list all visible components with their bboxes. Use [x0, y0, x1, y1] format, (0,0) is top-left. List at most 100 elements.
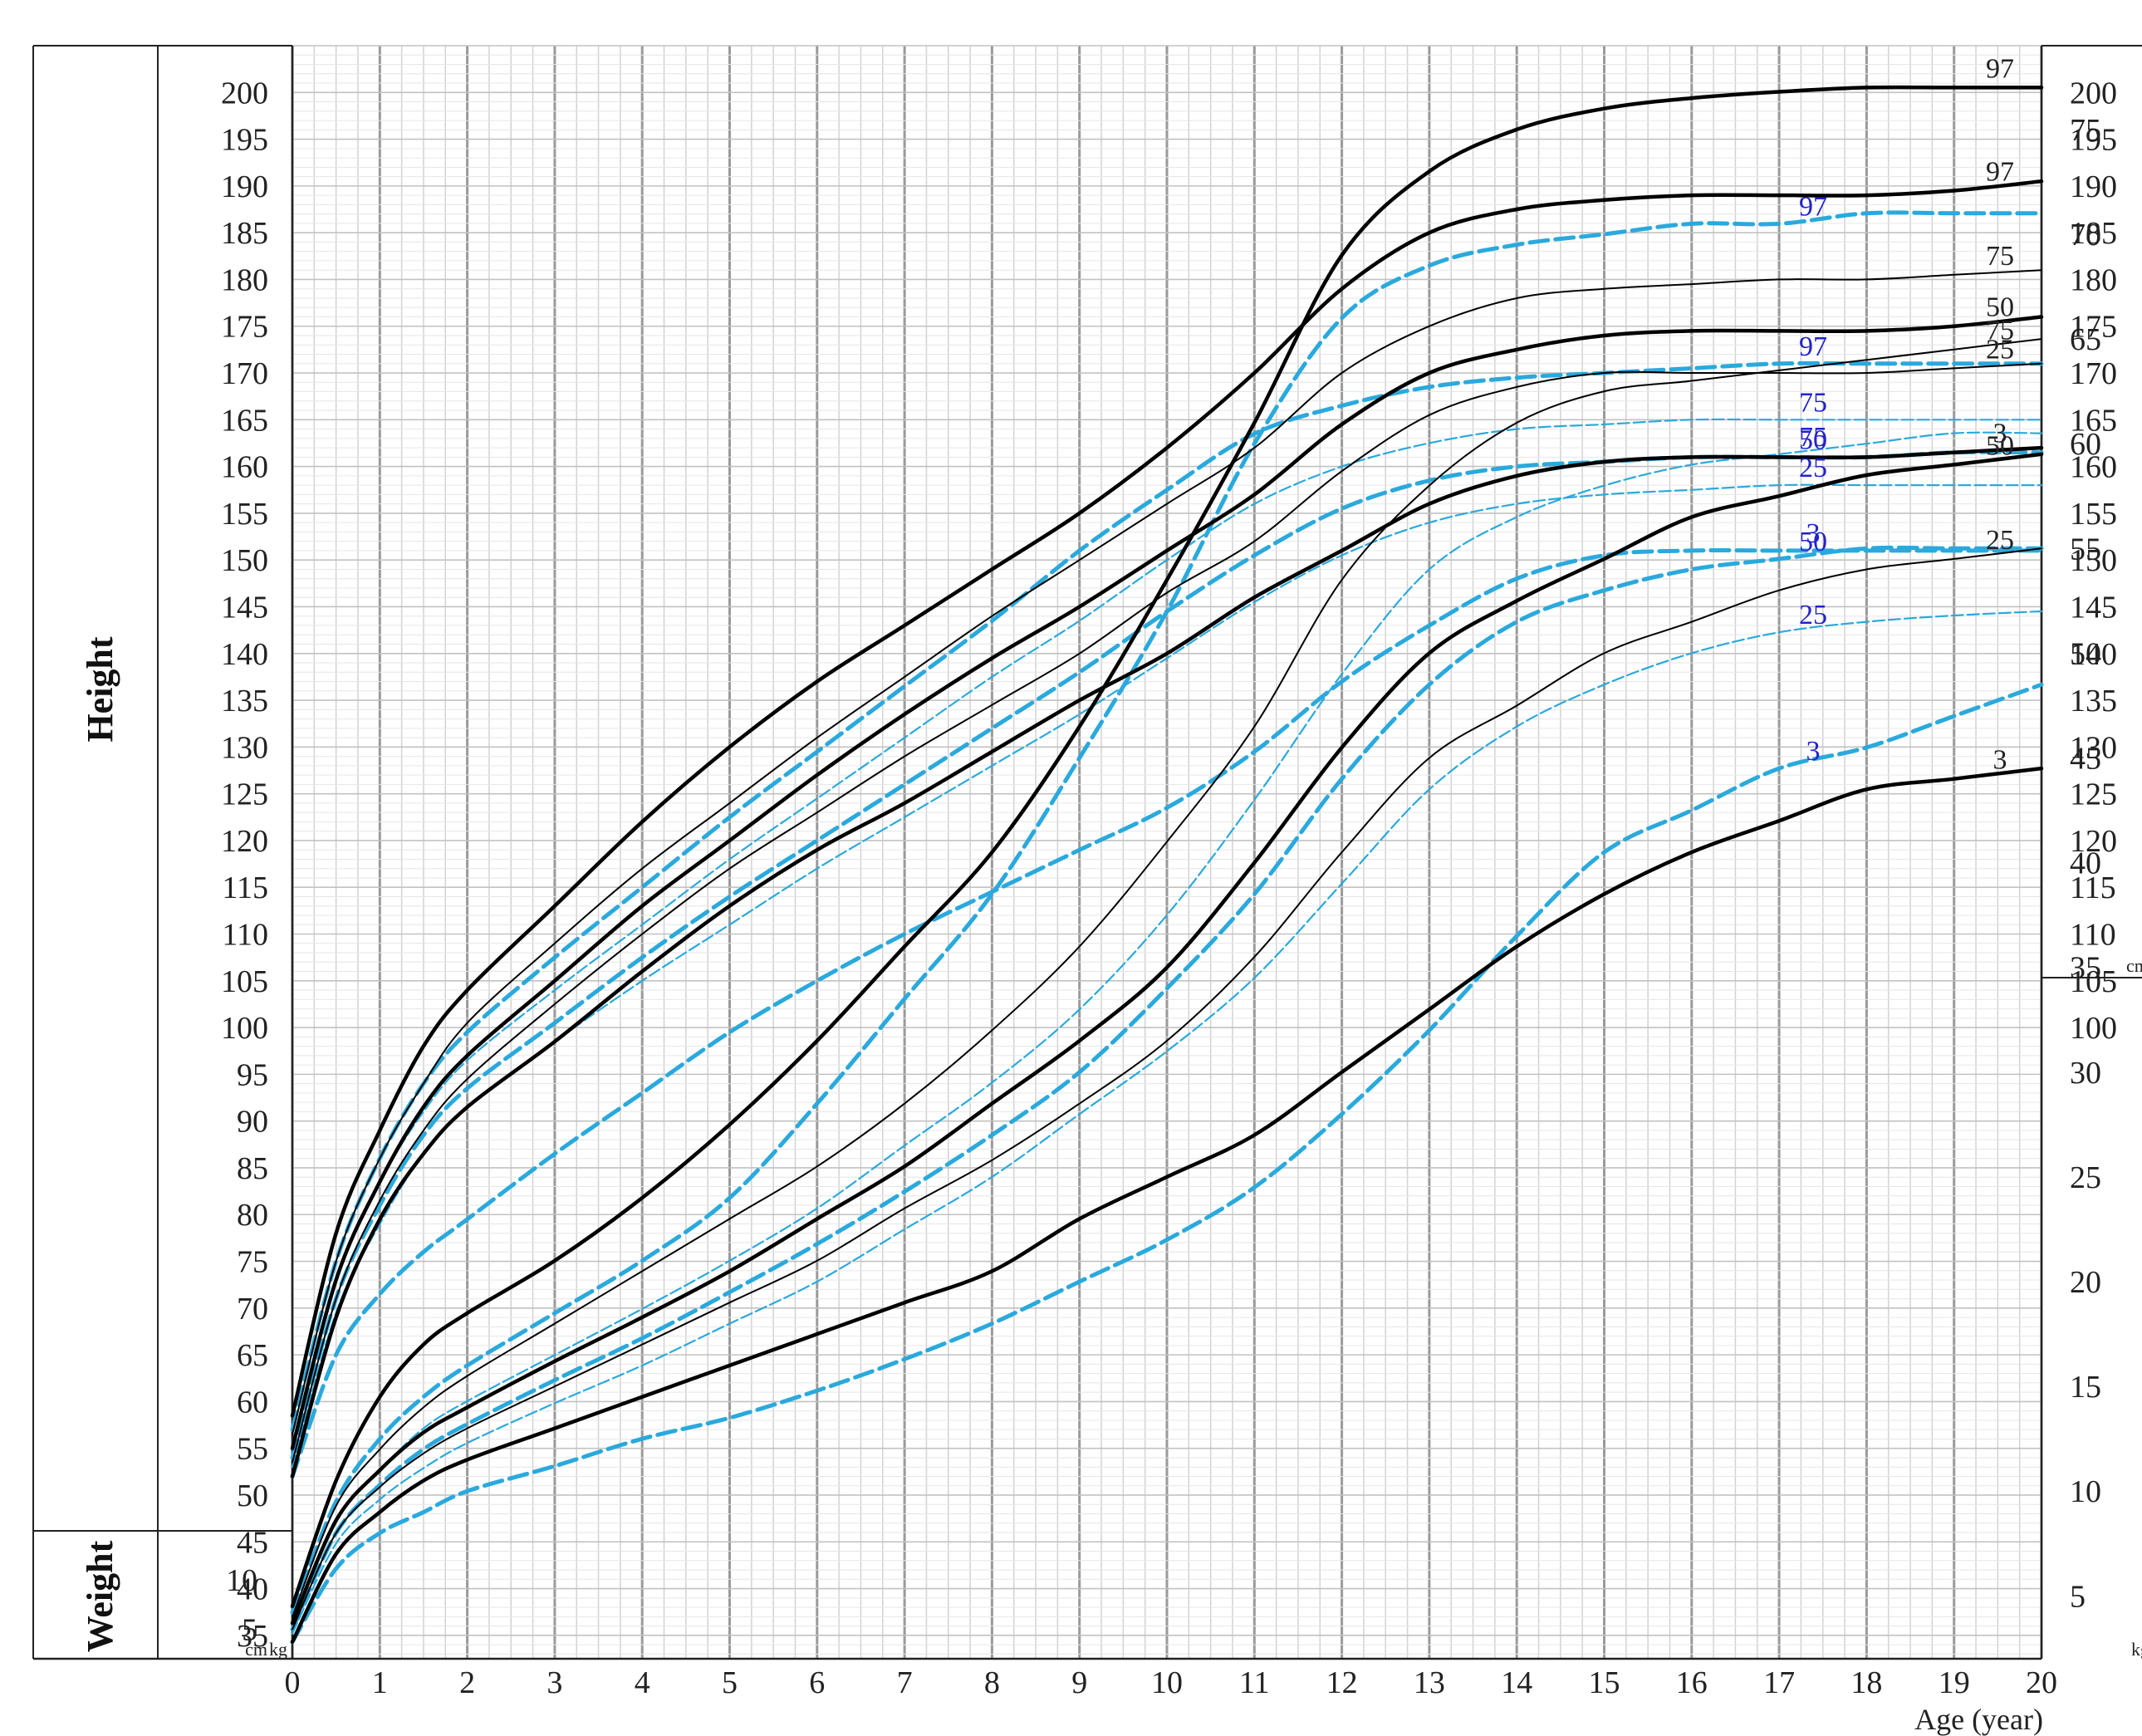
height-tick-label: 190	[221, 169, 268, 204]
height-tick-label-right: 120	[2070, 824, 2117, 859]
boys-weight-p97-curve	[290, 85, 2044, 1609]
weight-tick-label-right: 40	[2070, 846, 2101, 881]
height-tick-label: 95	[237, 1057, 268, 1092]
height-tick-label: 160	[221, 450, 268, 485]
height-tick-label: 165	[221, 403, 268, 438]
height-tick-label-right: 175	[2070, 310, 2117, 345]
girls-height-p3-label: 3	[1806, 518, 1821, 549]
height-tick-label: 40	[237, 1572, 268, 1607]
age-tick-label: 17	[1763, 1665, 1795, 1700]
boys-weight-p75-label: 75	[1986, 316, 2014, 346]
age-tick-label: 13	[1414, 1665, 1445, 1700]
height-tick-label: 140	[221, 637, 268, 672]
weight-tick-label-right: 25	[2070, 1160, 2101, 1195]
height-tick-label-right: 125	[2070, 777, 2117, 812]
boys-height-p50-label: 50	[1986, 292, 2014, 323]
girls-weight-p97-curve	[290, 210, 2044, 1615]
boys-height-p97-label: 97	[1986, 156, 2014, 187]
weight-tick-label-right: 30	[2070, 1056, 2101, 1091]
weight-tick-label-right: 10	[2070, 1474, 2101, 1509]
height-tick-label-right: 155	[2070, 497, 2117, 532]
girls-weight-p25-label: 25	[1799, 600, 1827, 630]
height-tick-label-right: 100	[2070, 1011, 2117, 1046]
boys-weight-p97-label: 97	[1986, 53, 2014, 84]
height-tick-label: 70	[237, 1292, 268, 1327]
height-tick-label-right: 160	[2070, 450, 2117, 485]
boys-height-p75-curve	[292, 269, 2042, 1435]
boys-weight-p3-label: 3	[1993, 745, 2007, 776]
girls-height-p97-curve	[290, 360, 2044, 1432]
weight-tick-label-right: 35	[2070, 951, 2101, 986]
weight-tick-label-right: 50	[2070, 636, 2101, 671]
chart-frame	[32, 45, 2142, 1660]
boys-weight-p25-curve	[292, 547, 2042, 1631]
boys-height-p3-curve	[290, 445, 2044, 1479]
x-axis-label: Age (year)	[1914, 1703, 2043, 1736]
height-tick-label-right: 110	[2070, 918, 2116, 953]
girls-weight-p25-curve	[291, 610, 2043, 1635]
height-tick-label: 175	[221, 310, 268, 345]
height-tick-label-right: 140	[2070, 637, 2117, 672]
height-tick-label: 85	[237, 1151, 268, 1186]
age-tick-label: 15	[1589, 1665, 1620, 1700]
height-tick-label: 125	[221, 777, 268, 812]
boys-weight-p50-label: 50	[1986, 430, 2014, 461]
height-tick-label: 195	[221, 123, 268, 158]
girls-height-p50-label: 50	[1799, 424, 1827, 455]
height-tick-label: 155	[221, 497, 268, 532]
height-tick-label: 145	[221, 590, 268, 625]
height-tick-label-right: 180	[2070, 262, 2117, 297]
boys-height-p50-curve	[290, 315, 2044, 1450]
age-tick-label: 8	[984, 1665, 1000, 1700]
height-tick-label-right: 170	[2070, 356, 2117, 391]
girls-height-p97-label: 97	[1799, 331, 1827, 362]
height-tick-label: 110	[222, 918, 268, 953]
age-tick-label: 10	[1151, 1665, 1183, 1700]
height-tick-label: 130	[221, 730, 268, 765]
percentile-curves	[290, 85, 2044, 1645]
height-tick-label-right: 130	[2070, 730, 2117, 765]
age-tick-label: 19	[1939, 1665, 1970, 1700]
girls-weight-p75-curve	[291, 431, 2043, 1625]
height-tick-label-right: 150	[2070, 543, 2117, 578]
height-tick-label: 90	[237, 1105, 268, 1140]
height-side-label: Height	[80, 636, 120, 742]
girls-weight-p97-label: 97	[1799, 191, 1827, 222]
age-tick-label: 16	[1676, 1665, 1708, 1700]
age-tick-label: 0	[285, 1665, 301, 1700]
girls-weight-p50-curve	[290, 545, 2044, 1632]
age-tick-label: 3	[547, 1665, 562, 1700]
height-tick-label-right: 200	[2070, 76, 2117, 110]
height-tick-label: 180	[221, 262, 268, 297]
weight-tick-label-left: 10	[226, 1563, 257, 1598]
girls-weight-p50-label: 50	[1799, 527, 1827, 557]
girls-weight-p3-label: 3	[1806, 736, 1821, 767]
height-tick-label: 80	[237, 1198, 268, 1233]
boys-height-p97-curve	[290, 179, 2044, 1418]
age-tick-label: 2	[459, 1665, 475, 1700]
height-tick-label-right: 190	[2070, 169, 2117, 204]
height-tick-label: 185	[221, 216, 268, 251]
boys-height-p75-label: 75	[1986, 241, 2014, 272]
boys-weight-p75-curve	[292, 338, 2042, 1618]
height-unit-left: cm	[245, 1639, 267, 1660]
weight-side-label: Weight	[80, 1540, 120, 1652]
height-tick-label-right: 105	[2070, 964, 2117, 999]
height-tick-label: 60	[237, 1385, 268, 1420]
weight-tick-label-right: 20	[2070, 1265, 2101, 1300]
height-tick-label: 55	[237, 1432, 268, 1467]
girls-height-p75-curve	[291, 418, 2043, 1445]
height-tick-label: 150	[221, 543, 268, 578]
height-tick-label: 200	[221, 76, 268, 110]
height-tick-label: 35	[237, 1619, 268, 1654]
age-tick-label: 5	[722, 1665, 738, 1700]
height-tick-label-right: 145	[2070, 590, 2117, 625]
height-tick-label: 45	[237, 1525, 268, 1560]
weight-tick-label-right: 65	[2070, 322, 2101, 357]
age-tick-label: 12	[1326, 1665, 1358, 1700]
age-tick-label: 1	[372, 1665, 388, 1700]
boys-height-p25-curve	[292, 362, 2042, 1464]
weight-tick-label-right: 15	[2070, 1370, 2101, 1405]
